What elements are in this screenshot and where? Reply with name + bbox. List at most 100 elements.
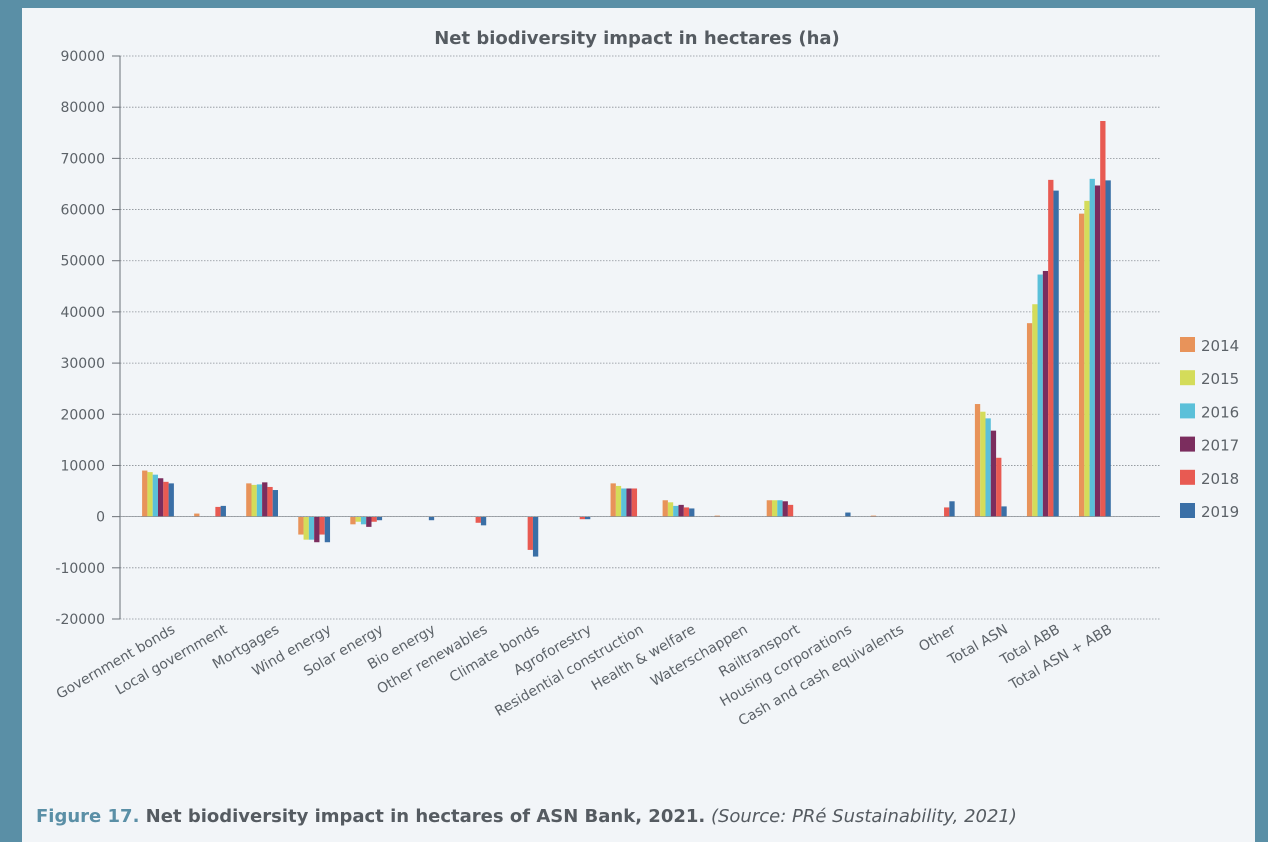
- y-tick-label: 0: [96, 510, 105, 526]
- bar: [668, 502, 673, 516]
- bar: [304, 517, 309, 540]
- bar: [783, 501, 788, 516]
- y-tick-label: 90000: [60, 49, 105, 65]
- bar: [246, 483, 251, 516]
- bar: [158, 478, 163, 516]
- bar: [429, 517, 434, 521]
- caption-source: (Source: PRé Sustainability, 2021): [705, 806, 1017, 827]
- bar: [319, 517, 324, 535]
- bar: [221, 506, 226, 517]
- bar: [767, 500, 772, 516]
- bar: [356, 517, 361, 522]
- bar: [689, 508, 694, 516]
- bar: [142, 471, 147, 517]
- bar: [991, 431, 996, 517]
- bar: [679, 505, 684, 517]
- legend-swatch: [1180, 503, 1195, 518]
- bar: [361, 517, 366, 525]
- bar: [1079, 214, 1084, 517]
- legend-swatch: [1180, 370, 1195, 385]
- y-tick-label: 60000: [60, 203, 105, 219]
- bar: [1095, 185, 1100, 516]
- legend: 2014 2015 2016 2017 2018 2019: [1180, 337, 1239, 521]
- caption-text: Net biodiversity impact in hectares of A…: [139, 806, 705, 827]
- gridlines: [120, 56, 1160, 619]
- legend-label: 2018: [1201, 470, 1239, 488]
- bar: [1043, 271, 1048, 517]
- y-tick-label: 50000: [60, 254, 105, 270]
- bar: [621, 488, 626, 516]
- bars: [142, 121, 1111, 557]
- bar: [788, 505, 793, 517]
- bar: [298, 517, 303, 535]
- legend-label: 2016: [1201, 403, 1239, 421]
- bar: [616, 486, 621, 517]
- bar: [1106, 180, 1111, 516]
- legend-label: 2015: [1201, 370, 1239, 388]
- bar: [153, 475, 158, 517]
- bar: [1032, 304, 1037, 516]
- figure-caption: Figure 17. Net biodiversity impact in he…: [36, 806, 1017, 827]
- bar: [309, 517, 314, 540]
- bar: [169, 483, 174, 516]
- x-tick-label: Climate bonds: [447, 622, 542, 686]
- bar: [996, 458, 1001, 517]
- bar: [267, 487, 272, 517]
- legend-label: 2014: [1201, 337, 1239, 355]
- bar: [476, 517, 481, 523]
- y-tick-label: 70000: [60, 151, 105, 167]
- legend-swatch: [1180, 403, 1195, 418]
- chart-title: Net biodiversity impact in hectares (ha): [434, 28, 840, 49]
- legend-swatch: [1180, 437, 1195, 452]
- legend-swatch: [1180, 470, 1195, 485]
- bar: [1048, 180, 1053, 517]
- bar: [163, 482, 168, 517]
- bar: [252, 485, 257, 517]
- y-tick-label: 10000: [60, 458, 105, 474]
- bar: [325, 517, 330, 543]
- y-tick-label: 20000: [60, 407, 105, 423]
- y-tick-label: 40000: [60, 305, 105, 321]
- bar: [372, 517, 377, 522]
- bar: [684, 507, 689, 516]
- bar: [944, 507, 949, 516]
- bar: [194, 514, 199, 517]
- bar: [772, 500, 777, 516]
- y-tick-label: -20000: [55, 612, 105, 628]
- legend-label: 2019: [1201, 503, 1239, 521]
- bar: [257, 484, 262, 516]
- bar: [1053, 191, 1058, 517]
- bar: [1027, 323, 1032, 516]
- bar: [528, 517, 533, 550]
- bar: [1090, 179, 1095, 517]
- legend-label: 2017: [1201, 437, 1239, 455]
- y-tick-label: -10000: [55, 561, 105, 577]
- y-tick-label: 80000: [60, 100, 105, 116]
- bar: [1100, 121, 1105, 517]
- bar: [314, 517, 319, 543]
- bar: [147, 472, 152, 517]
- caption-figure-label: Figure 17.: [36, 806, 139, 827]
- bar: [533, 517, 538, 557]
- bar: [481, 517, 486, 526]
- bar: [262, 482, 267, 516]
- bar: [377, 517, 382, 521]
- bar: [845, 513, 850, 517]
- y-tick-label: 30000: [60, 356, 105, 372]
- bar: [632, 488, 637, 516]
- bar: [273, 490, 278, 517]
- bar: [611, 483, 616, 516]
- bar: [350, 517, 355, 525]
- bar: [673, 506, 678, 517]
- bar: [980, 412, 985, 517]
- bar: [215, 507, 220, 517]
- bar: [777, 500, 782, 516]
- bar: [663, 500, 668, 516]
- bar: [1038, 275, 1043, 517]
- bar: [626, 488, 631, 516]
- bar: [986, 418, 991, 516]
- legend-swatch: [1180, 337, 1195, 352]
- bar: [975, 404, 980, 517]
- y-axis: 90000 80000 70000 60000 50000 40000 30000 20000…: [55, 49, 120, 628]
